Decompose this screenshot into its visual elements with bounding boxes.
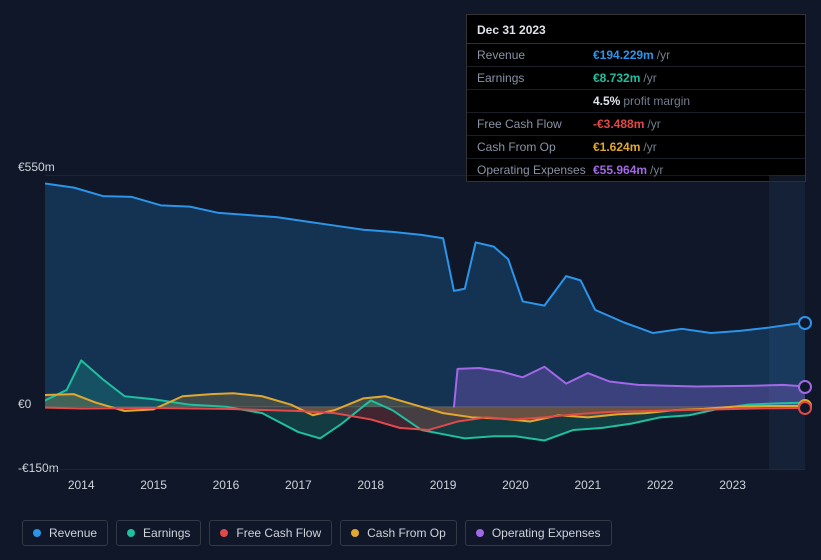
legend-dot-icon [127, 529, 135, 537]
x-tick: 2017 [285, 478, 312, 492]
tooltip-panel: Dec 31 2023 Revenue€194.229m /yrEarnings… [466, 14, 806, 182]
legend-label: Revenue [49, 526, 97, 540]
tooltip-row-value: €8.732m [593, 71, 640, 85]
tooltip-row-unit: profit margin [623, 94, 690, 108]
legend-item[interactable]: Earnings [116, 520, 201, 546]
tooltip-row-key: Free Cash Flow [477, 117, 593, 131]
y-tick-zero: €0 [18, 397, 31, 411]
chart-plot[interactable] [45, 175, 805, 470]
legend-label: Free Cash Flow [236, 526, 321, 540]
tooltip-row: Earnings€8.732m /yr [467, 67, 805, 90]
x-tick: 2014 [68, 478, 95, 492]
legend-item[interactable]: Revenue [22, 520, 108, 546]
x-tick: 2016 [213, 478, 240, 492]
legend-dot-icon [220, 529, 228, 537]
tooltip-date: Dec 31 2023 [467, 17, 805, 44]
tooltip-row-key: Revenue [477, 48, 593, 62]
legend-dot-icon [351, 529, 359, 537]
tooltip-row-value: €1.624m [593, 140, 640, 154]
x-tick: 2019 [430, 478, 457, 492]
x-tick: 2022 [647, 478, 674, 492]
tooltip-row: Revenue€194.229m /yr [467, 44, 805, 67]
x-tick: 2015 [140, 478, 167, 492]
legend-item[interactable]: Operating Expenses [465, 520, 612, 546]
legend-label: Operating Expenses [492, 526, 601, 540]
legend: Revenue Earnings Free Cash Flow Cash From O… [22, 520, 612, 546]
tooltip-row-key: Cash From Op [477, 140, 593, 154]
tooltip-row-value: €194.229m [593, 48, 654, 62]
series-end-marker-opex [798, 380, 812, 394]
legend-label: Cash From Op [367, 526, 446, 540]
tooltip-row: Free Cash Flow-€3.488m /yr [467, 113, 805, 136]
tooltip-row-unit: /yr [643, 140, 656, 154]
y-tick-top: €550m [18, 160, 55, 174]
tooltip-row-unit: /yr [647, 117, 660, 131]
series-fill-revenue [45, 183, 805, 406]
tooltip-row-key [477, 94, 593, 108]
legend-dot-icon [33, 529, 41, 537]
x-tick: 2023 [719, 478, 746, 492]
tooltip-row-key: Earnings [477, 71, 593, 85]
series-end-marker-fcf [798, 401, 812, 415]
tooltip-row-value: -€3.488m [593, 117, 644, 131]
x-tick: 2018 [357, 478, 384, 492]
series-end-marker-revenue [798, 316, 812, 330]
tooltip-row: Cash From Op€1.624m /yr [467, 136, 805, 159]
tooltip-row: 4.5% profit margin [467, 90, 805, 113]
tooltip-row-unit: /yr [643, 71, 656, 85]
legend-dot-icon [476, 529, 484, 537]
x-tick: 2021 [574, 478, 601, 492]
legend-label: Earnings [143, 526, 190, 540]
x-tick: 2020 [502, 478, 529, 492]
legend-item[interactable]: Free Cash Flow [209, 520, 332, 546]
tooltip-row-value: 4.5% [593, 94, 620, 108]
tooltip-row-unit: /yr [657, 48, 670, 62]
legend-item[interactable]: Cash From Op [340, 520, 457, 546]
